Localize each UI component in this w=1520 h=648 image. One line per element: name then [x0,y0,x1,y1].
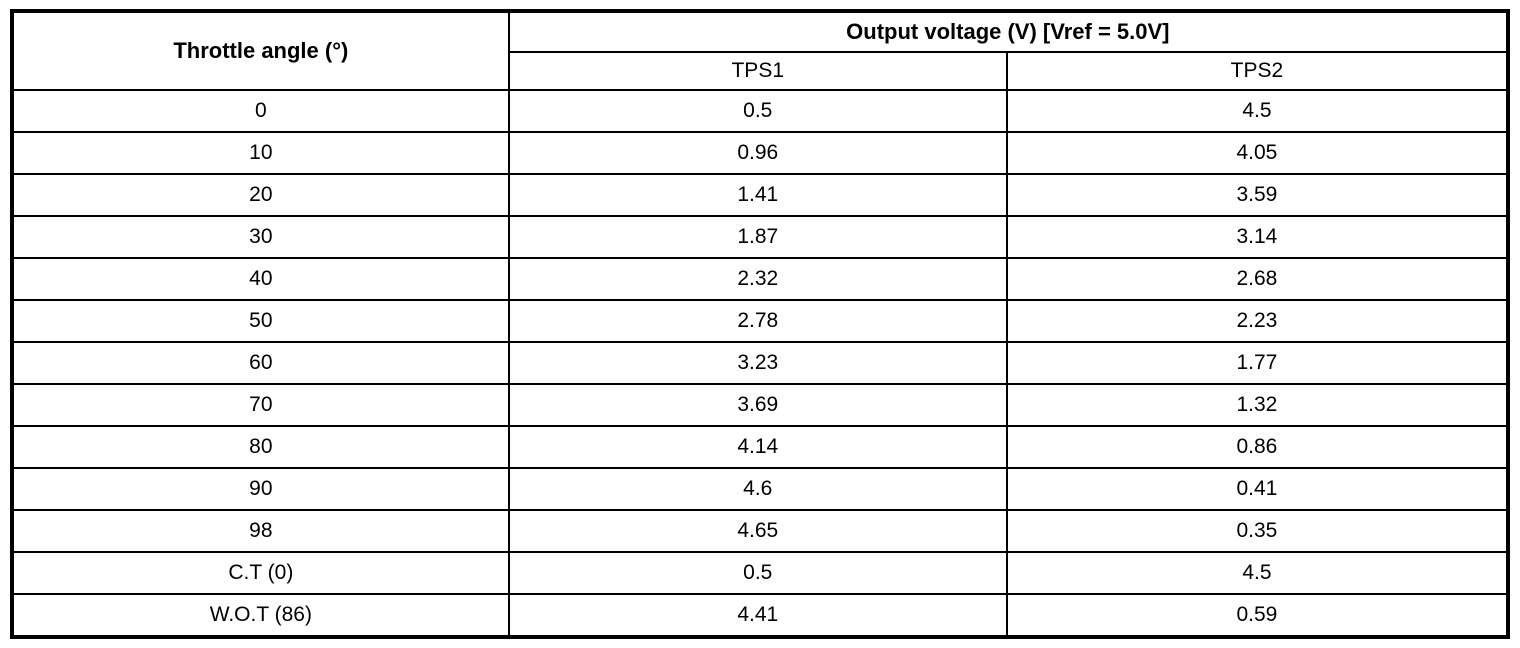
throttle-angle-cell: 60 [11,340,510,385]
header-row-1: Throttle angle (°) Output voltage (V) [V… [11,10,1510,91]
tps2-cell: 0.59 [1005,592,1510,639]
throttle-angle-cell: 30 [11,214,510,259]
tps1-cell: 2.78 [507,298,1008,343]
table-row: 30 1.87 3.14 [11,214,1510,259]
table-row: 70 3.69 1.32 [11,382,1510,427]
table-row: 90 4.6 0.41 [11,466,1510,511]
throttle-angle-cell: 50 [11,298,510,343]
tps2-cell: 3.14 [1005,214,1510,259]
table-row: 60 3.23 1.77 [11,340,1510,385]
tps1-cell: 4.6 [507,466,1008,511]
tps1-cell: 1.41 [507,172,1008,217]
table-row: 80 4.14 0.86 [11,424,1510,469]
tps2-cell: 2.68 [1005,256,1510,301]
tps2-cell: 4.05 [1005,130,1510,175]
tps2-cell: 1.32 [1005,382,1510,427]
table-row: 40 2.32 2.68 [11,256,1510,301]
tps2-cell: 3.59 [1005,172,1510,217]
tps1-cell: 4.41 [507,592,1008,639]
throttle-angle-cell: C.T (0) [11,550,510,595]
tps1-cell: 4.65 [507,508,1008,553]
throttle-angle-cell: 10 [11,130,510,175]
header-row-2: TPS1 TPS2 [12,51,1510,91]
table-row: 0 0.5 4.5 [11,89,1510,133]
output-voltage-header: Output voltage (V) [Vref = 5.0V] [507,10,1510,53]
tps1-cell: 3.69 [507,382,1008,427]
throttle-angle-cell: 20 [11,172,510,217]
tps2-cell: 0.35 [1005,508,1510,553]
tps2-cell: 4.5 [1005,550,1510,595]
tps2-cell: 0.41 [1005,466,1510,511]
table-row: 10 0.96 4.05 [11,130,1510,175]
tps1-cell: 4.14 [507,424,1008,469]
table-row: 98 4.65 0.35 [11,508,1510,553]
tps2-cell: 4.5 [1005,89,1510,133]
table-row: 50 2.78 2.23 [11,298,1510,343]
tps2-cell: 0.86 [1005,424,1510,469]
tps1-cell: 2.32 [507,256,1008,301]
table-row: W.O.T (86) 4.41 0.59 [11,592,1510,639]
tps2-column-header: TPS2 [1005,51,1510,91]
tps2-cell: 2.23 [1005,298,1510,343]
throttle-angle-cell: 98 [11,508,510,553]
throttle-angle-cell: 90 [11,466,510,511]
throttle-angle-header: Throttle angle (°) [11,10,510,91]
throttle-angle-cell: 80 [11,424,510,469]
tps1-cell: 0.5 [507,550,1008,595]
tps1-cell: 3.23 [507,340,1008,385]
tps-voltage-table: Throttle angle (°) Output voltage (V) [V… [10,9,1510,639]
tps1-cell: 0.96 [507,130,1008,175]
tps1-cell: 0.5 [507,89,1008,133]
throttle-angle-cell: 70 [11,382,510,427]
table-row: 20 1.41 3.59 [11,172,1510,217]
tps1-cell: 1.87 [507,214,1008,259]
tps2-cell: 1.77 [1005,340,1510,385]
throttle-angle-cell: 40 [11,256,510,301]
table-row: C.T (0) 0.5 4.5 [11,550,1510,595]
throttle-angle-cell: 0 [11,89,510,133]
throttle-angle-cell: W.O.T (86) [11,592,510,639]
tps1-column-header: TPS1 [507,51,1008,91]
